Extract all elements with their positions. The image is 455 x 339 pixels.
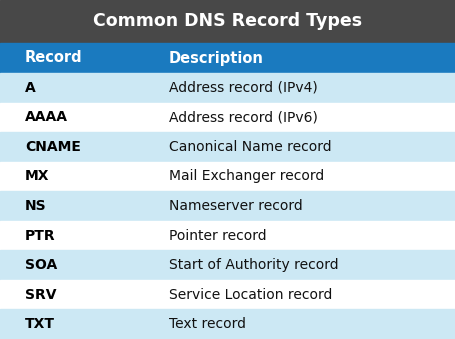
Bar (0, 162, 455, 191)
Text: AAAA: AAAA (25, 110, 68, 124)
Text: Address record (IPv4): Address record (IPv4) (168, 81, 317, 95)
Text: SRV: SRV (25, 288, 56, 302)
Bar (0, 132, 455, 162)
Text: Start of Authority record: Start of Authority record (168, 258, 338, 272)
Bar (0, 103, 455, 132)
Text: PTR: PTR (25, 228, 56, 243)
Bar (0, 221, 455, 250)
Text: NS: NS (25, 199, 46, 213)
Bar (0, 43, 455, 73)
Text: TXT: TXT (25, 317, 55, 331)
Text: Service Location record: Service Location record (168, 288, 331, 302)
Bar (0, 191, 455, 221)
Text: Text record: Text record (168, 317, 245, 331)
Text: CNAME: CNAME (25, 140, 81, 154)
Bar (0, 280, 455, 310)
Text: Description: Description (168, 51, 263, 65)
Text: Address record (IPv6): Address record (IPv6) (168, 110, 317, 124)
Bar (0, 73, 455, 103)
Text: SOA: SOA (25, 258, 57, 272)
Text: Record: Record (25, 51, 82, 65)
Text: Mail Exchanger record: Mail Exchanger record (168, 170, 323, 183)
Bar (0, 250, 455, 280)
Text: Canonical Name record: Canonical Name record (168, 140, 331, 154)
Text: Pointer record: Pointer record (168, 228, 266, 243)
Text: Common DNS Record Types: Common DNS Record Types (93, 13, 362, 31)
Bar (0, 310, 455, 339)
Bar (0, 0, 455, 43)
Text: MX: MX (25, 170, 50, 183)
Text: Nameserver record: Nameserver record (168, 199, 302, 213)
Text: A: A (25, 81, 36, 95)
